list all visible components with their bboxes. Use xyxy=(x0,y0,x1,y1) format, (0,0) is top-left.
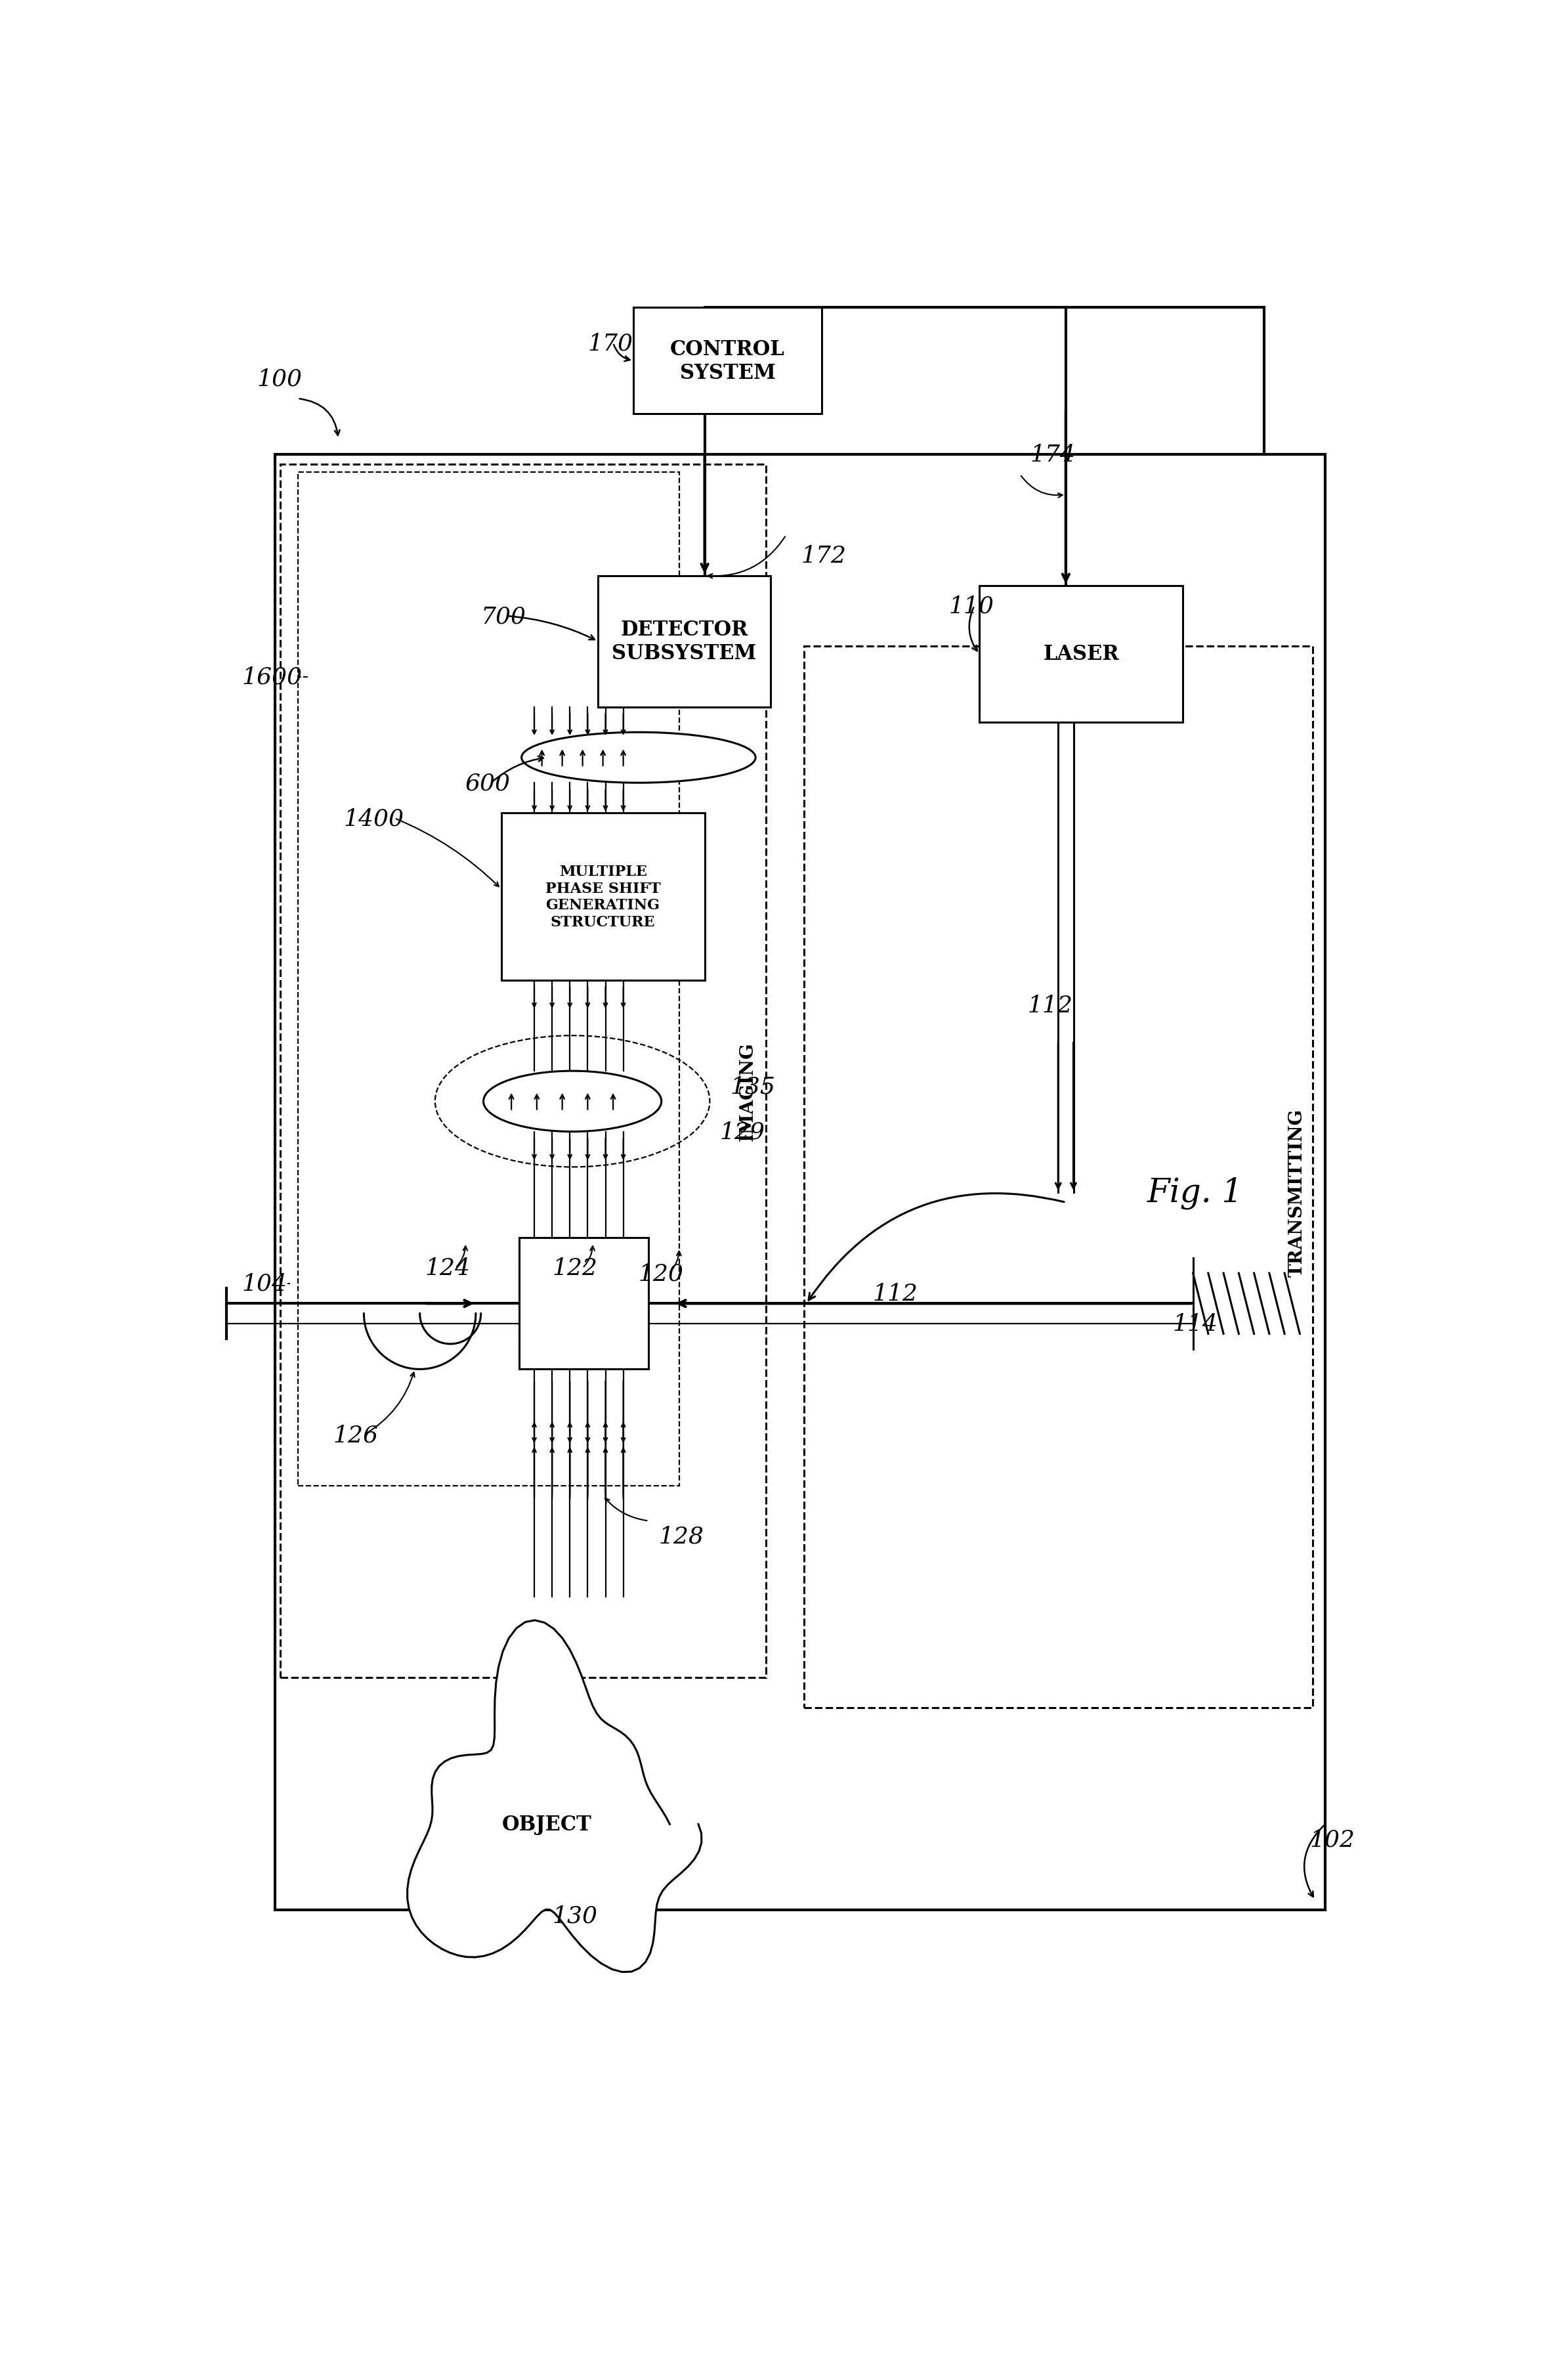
Polygon shape xyxy=(408,1619,701,1973)
FancyBboxPatch shape xyxy=(980,587,1182,724)
Text: MULTIPLE
PHASE SHIFT
GENERATING
STRUCTURE: MULTIPLE PHASE SHIFT GENERATING STRUCTUR… xyxy=(546,865,660,929)
Text: OBJECT: OBJECT xyxy=(502,1815,591,1834)
Text: CONTROL
SYSTEM: CONTROL SYSTEM xyxy=(670,339,786,384)
FancyBboxPatch shape xyxy=(502,813,704,981)
FancyBboxPatch shape xyxy=(519,1237,649,1369)
Text: 112: 112 xyxy=(1027,995,1073,1016)
Text: LASER: LASER xyxy=(1043,643,1120,665)
Text: 128: 128 xyxy=(659,1525,704,1549)
Text: 170: 170 xyxy=(588,332,633,354)
Ellipse shape xyxy=(522,733,756,783)
Text: 102: 102 xyxy=(1309,1829,1355,1850)
Text: 126: 126 xyxy=(334,1424,378,1447)
Text: 1400: 1400 xyxy=(343,808,405,830)
Text: DETECTOR
SUBSYSTEM: DETECTOR SUBSYSTEM xyxy=(612,620,757,665)
Text: 129: 129 xyxy=(720,1120,765,1143)
Text: Fig. 1: Fig. 1 xyxy=(1148,1176,1243,1209)
Text: 104: 104 xyxy=(241,1273,287,1294)
Text: 110: 110 xyxy=(949,594,994,618)
Text: 114: 114 xyxy=(1173,1313,1218,1334)
FancyBboxPatch shape xyxy=(633,309,822,415)
Text: 124: 124 xyxy=(425,1256,470,1280)
Text: 120: 120 xyxy=(638,1263,684,1285)
Text: 172: 172 xyxy=(801,544,847,568)
FancyBboxPatch shape xyxy=(597,575,771,707)
Text: 600: 600 xyxy=(466,773,511,794)
Text: 135: 135 xyxy=(731,1075,776,1098)
Ellipse shape xyxy=(483,1072,662,1131)
Text: 130: 130 xyxy=(552,1904,597,1926)
Text: TRANSMITTING: TRANSMITTING xyxy=(1289,1108,1306,1277)
Text: IMAGING: IMAGING xyxy=(739,1042,757,1141)
Text: 1600: 1600 xyxy=(241,667,303,688)
Text: 112: 112 xyxy=(872,1282,917,1306)
Text: 100: 100 xyxy=(257,368,303,389)
Text: 122: 122 xyxy=(552,1256,597,1280)
Text: 174: 174 xyxy=(1030,443,1076,467)
Text: 700: 700 xyxy=(481,606,527,627)
